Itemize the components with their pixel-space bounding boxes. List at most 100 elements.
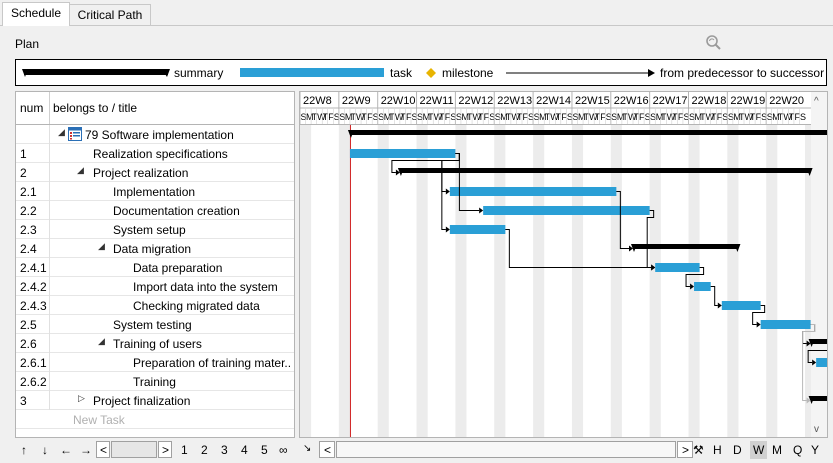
gantt-scroll-left-button[interactable]: < xyxy=(319,441,335,458)
day-label: F xyxy=(600,112,606,122)
day-label: T xyxy=(661,112,667,122)
day-label: W xyxy=(511,112,520,122)
page-3-link[interactable]: 3 xyxy=(221,443,228,457)
page-5-link[interactable]: 5 xyxy=(261,443,268,457)
grid-scroll-right-button[interactable]: > xyxy=(158,441,172,458)
dependency-link xyxy=(616,191,629,249)
row-num: 2.1 xyxy=(20,185,37,199)
summary-bar-start xyxy=(347,130,354,138)
table-row[interactable]: 2.6 ◢ Training of users xyxy=(16,334,294,353)
tab-critical-path[interactable]: Critical Path xyxy=(69,4,151,25)
table-row[interactable]: 2.1 Implementation xyxy=(16,182,294,201)
row-num: 3 xyxy=(20,394,27,408)
dependency-arrowhead xyxy=(717,302,722,309)
zoom-w-button[interactable]: W xyxy=(750,441,768,459)
col-title-header[interactable]: belongs to / title xyxy=(53,101,138,115)
dependency-link xyxy=(710,286,718,306)
collapse-toggle-icon[interactable]: ◢ xyxy=(98,241,105,251)
tab-schedule[interactable]: Schedule xyxy=(2,2,70,26)
row-title: Training xyxy=(133,375,176,389)
grid-hscroll-thumb[interactable] xyxy=(111,441,157,458)
summary-bar-start xyxy=(397,168,404,176)
col-num-header[interactable]: num xyxy=(20,101,44,115)
day-label: W xyxy=(706,112,715,122)
scroll-down-icon: v xyxy=(814,424,819,435)
row-title: Training of users xyxy=(113,337,202,351)
page-all-link[interactable]: ∞ xyxy=(279,443,288,457)
gantt-scroll-right-button[interactable]: > xyxy=(677,441,693,458)
table-row[interactable]: 2.6.1 Preparation of training mater.. xyxy=(16,353,294,372)
table-row[interactable]: 1 Realization specifications xyxy=(16,144,294,163)
zoom-q-button[interactable]: Q xyxy=(793,443,803,457)
grid-scroll-left-button[interactable]: < xyxy=(96,441,110,458)
day-label: T xyxy=(622,112,628,122)
zoom-h-button[interactable]: H xyxy=(713,443,722,457)
day-label: T xyxy=(739,112,745,122)
zoom-y-button[interactable]: Y xyxy=(811,443,820,457)
day-label: S xyxy=(528,112,534,122)
legend-summary-label: summary xyxy=(174,66,224,80)
gantt-chart[interactable]: 22W8 S M T W T F S 22W9 S M T W T F S 22W10 S M T W T F S 22W11 S… xyxy=(299,91,828,438)
page-4-link[interactable]: 4 xyxy=(241,443,248,457)
summary-bar xyxy=(810,396,827,401)
collapse-toggle-icon[interactable]: ◢ xyxy=(98,336,105,346)
day-label: F xyxy=(445,112,451,122)
collapse-toggle-icon[interactable]: ◢ xyxy=(77,165,84,175)
day-label: T xyxy=(362,112,368,122)
day-label: S xyxy=(301,112,307,122)
day-label: S xyxy=(450,112,456,122)
day-label: F xyxy=(756,112,762,122)
nav-up-icon[interactable]: ↑ xyxy=(21,443,27,457)
summary-bar-start xyxy=(808,396,815,404)
table-row[interactable]: 2.4.2 Import data into the system xyxy=(16,277,294,296)
task-bar xyxy=(721,301,761,310)
expand-toggle-icon[interactable]: ▷ xyxy=(78,393,85,403)
grid-navigation: ↑ ↓ ← → < > 1 2 3 4 5 ∞ xyxy=(15,440,295,460)
zoom-m-button[interactable]: M xyxy=(772,443,782,457)
dependency-arrowhead xyxy=(812,359,817,366)
milestone-icon xyxy=(426,68,436,78)
table-row[interactable]: 2 ◢ Project realization xyxy=(16,163,294,182)
day-label: M xyxy=(539,112,547,122)
nav-down-icon[interactable]: ↓ xyxy=(42,443,48,457)
table-row[interactable]: 2.4.3 Checking migrated data xyxy=(16,296,294,315)
day-label: S xyxy=(495,112,501,122)
dependency-arrowhead xyxy=(445,188,450,195)
table-row[interactable]: 2.5 System testing xyxy=(16,315,294,334)
summary-bar-end xyxy=(734,244,741,252)
summary-bar-start xyxy=(631,244,637,252)
nav-right-icon[interactable]: → xyxy=(80,443,92,457)
day-label: F xyxy=(678,112,684,122)
table-row[interactable]: 2.3 System setup xyxy=(16,220,294,239)
new-task-placeholder[interactable]: New Task xyxy=(73,413,125,427)
zoom-d-button[interactable]: D xyxy=(733,443,742,457)
search-icon[interactable] xyxy=(704,34,722,52)
gantt-hscroll-track[interactable] xyxy=(336,441,676,458)
task-bar xyxy=(349,149,456,158)
row-num: 2.4.1 xyxy=(20,261,47,275)
weekend-shade xyxy=(688,125,700,437)
table-row[interactable]: ◢ 79 Software implementation xyxy=(16,125,294,144)
day-label: S xyxy=(373,112,379,122)
new-task-row[interactable]: New Task xyxy=(16,410,294,429)
page-1-link[interactable]: 1 xyxy=(181,443,188,457)
row-title: Preparation of training mater.. xyxy=(133,356,292,370)
weekend-shade xyxy=(416,125,428,437)
table-row[interactable]: 2.2 Documentation creation xyxy=(16,201,294,220)
day-label: M xyxy=(500,112,508,122)
nav-left-icon[interactable]: ← xyxy=(60,443,72,457)
dependency-arrowhead xyxy=(395,169,400,176)
day-label: S xyxy=(606,112,612,122)
table-row[interactable]: 2.6.2 Training xyxy=(16,372,294,391)
table-row[interactable]: 2.4 ◢ Data migration xyxy=(16,239,294,258)
row-title: Checking migrated data xyxy=(133,299,260,313)
day-label: W xyxy=(356,112,365,122)
table-row[interactable]: 3 ▷ Project finalization xyxy=(16,391,294,410)
day-label: F xyxy=(561,112,567,122)
day-label: S xyxy=(800,112,806,122)
zoom-tools-icon[interactable]: ⚒ xyxy=(693,443,704,457)
page-2-link[interactable]: 2 xyxy=(201,443,208,457)
table-row[interactable]: 2.4.1 Data preparation xyxy=(16,258,294,277)
collapse-toggle-icon[interactable]: ◢ xyxy=(58,127,65,137)
